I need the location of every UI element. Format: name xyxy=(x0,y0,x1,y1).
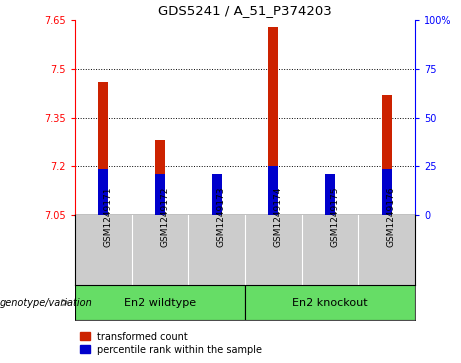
Bar xyxy=(98,82,108,215)
Text: GSM1249171: GSM1249171 xyxy=(103,187,112,247)
Text: GSM1249175: GSM1249175 xyxy=(330,187,339,247)
Bar xyxy=(98,170,108,215)
Bar xyxy=(245,285,415,320)
Text: GSM1249172: GSM1249172 xyxy=(160,187,169,247)
Bar xyxy=(268,26,278,215)
Text: En2 knockout: En2 knockout xyxy=(292,298,368,307)
Text: GSM1249176: GSM1249176 xyxy=(387,187,396,247)
Bar xyxy=(382,170,392,215)
Bar xyxy=(268,166,278,215)
Text: GSM1249173: GSM1249173 xyxy=(217,187,226,247)
Title: GDS5241 / A_51_P374203: GDS5241 / A_51_P374203 xyxy=(158,4,332,17)
Text: genotype/variation: genotype/variation xyxy=(0,298,93,307)
Text: GSM1249174: GSM1249174 xyxy=(273,187,282,247)
Text: En2 wildtype: En2 wildtype xyxy=(124,298,196,307)
Bar xyxy=(212,199,222,215)
Legend: transformed count, percentile rank within the sample: transformed count, percentile rank withi… xyxy=(80,331,262,355)
Bar xyxy=(325,174,335,215)
Bar xyxy=(155,140,165,215)
Bar xyxy=(75,285,245,320)
Bar xyxy=(382,95,392,215)
Bar xyxy=(155,174,165,215)
Bar xyxy=(325,186,335,215)
Bar xyxy=(212,174,222,215)
